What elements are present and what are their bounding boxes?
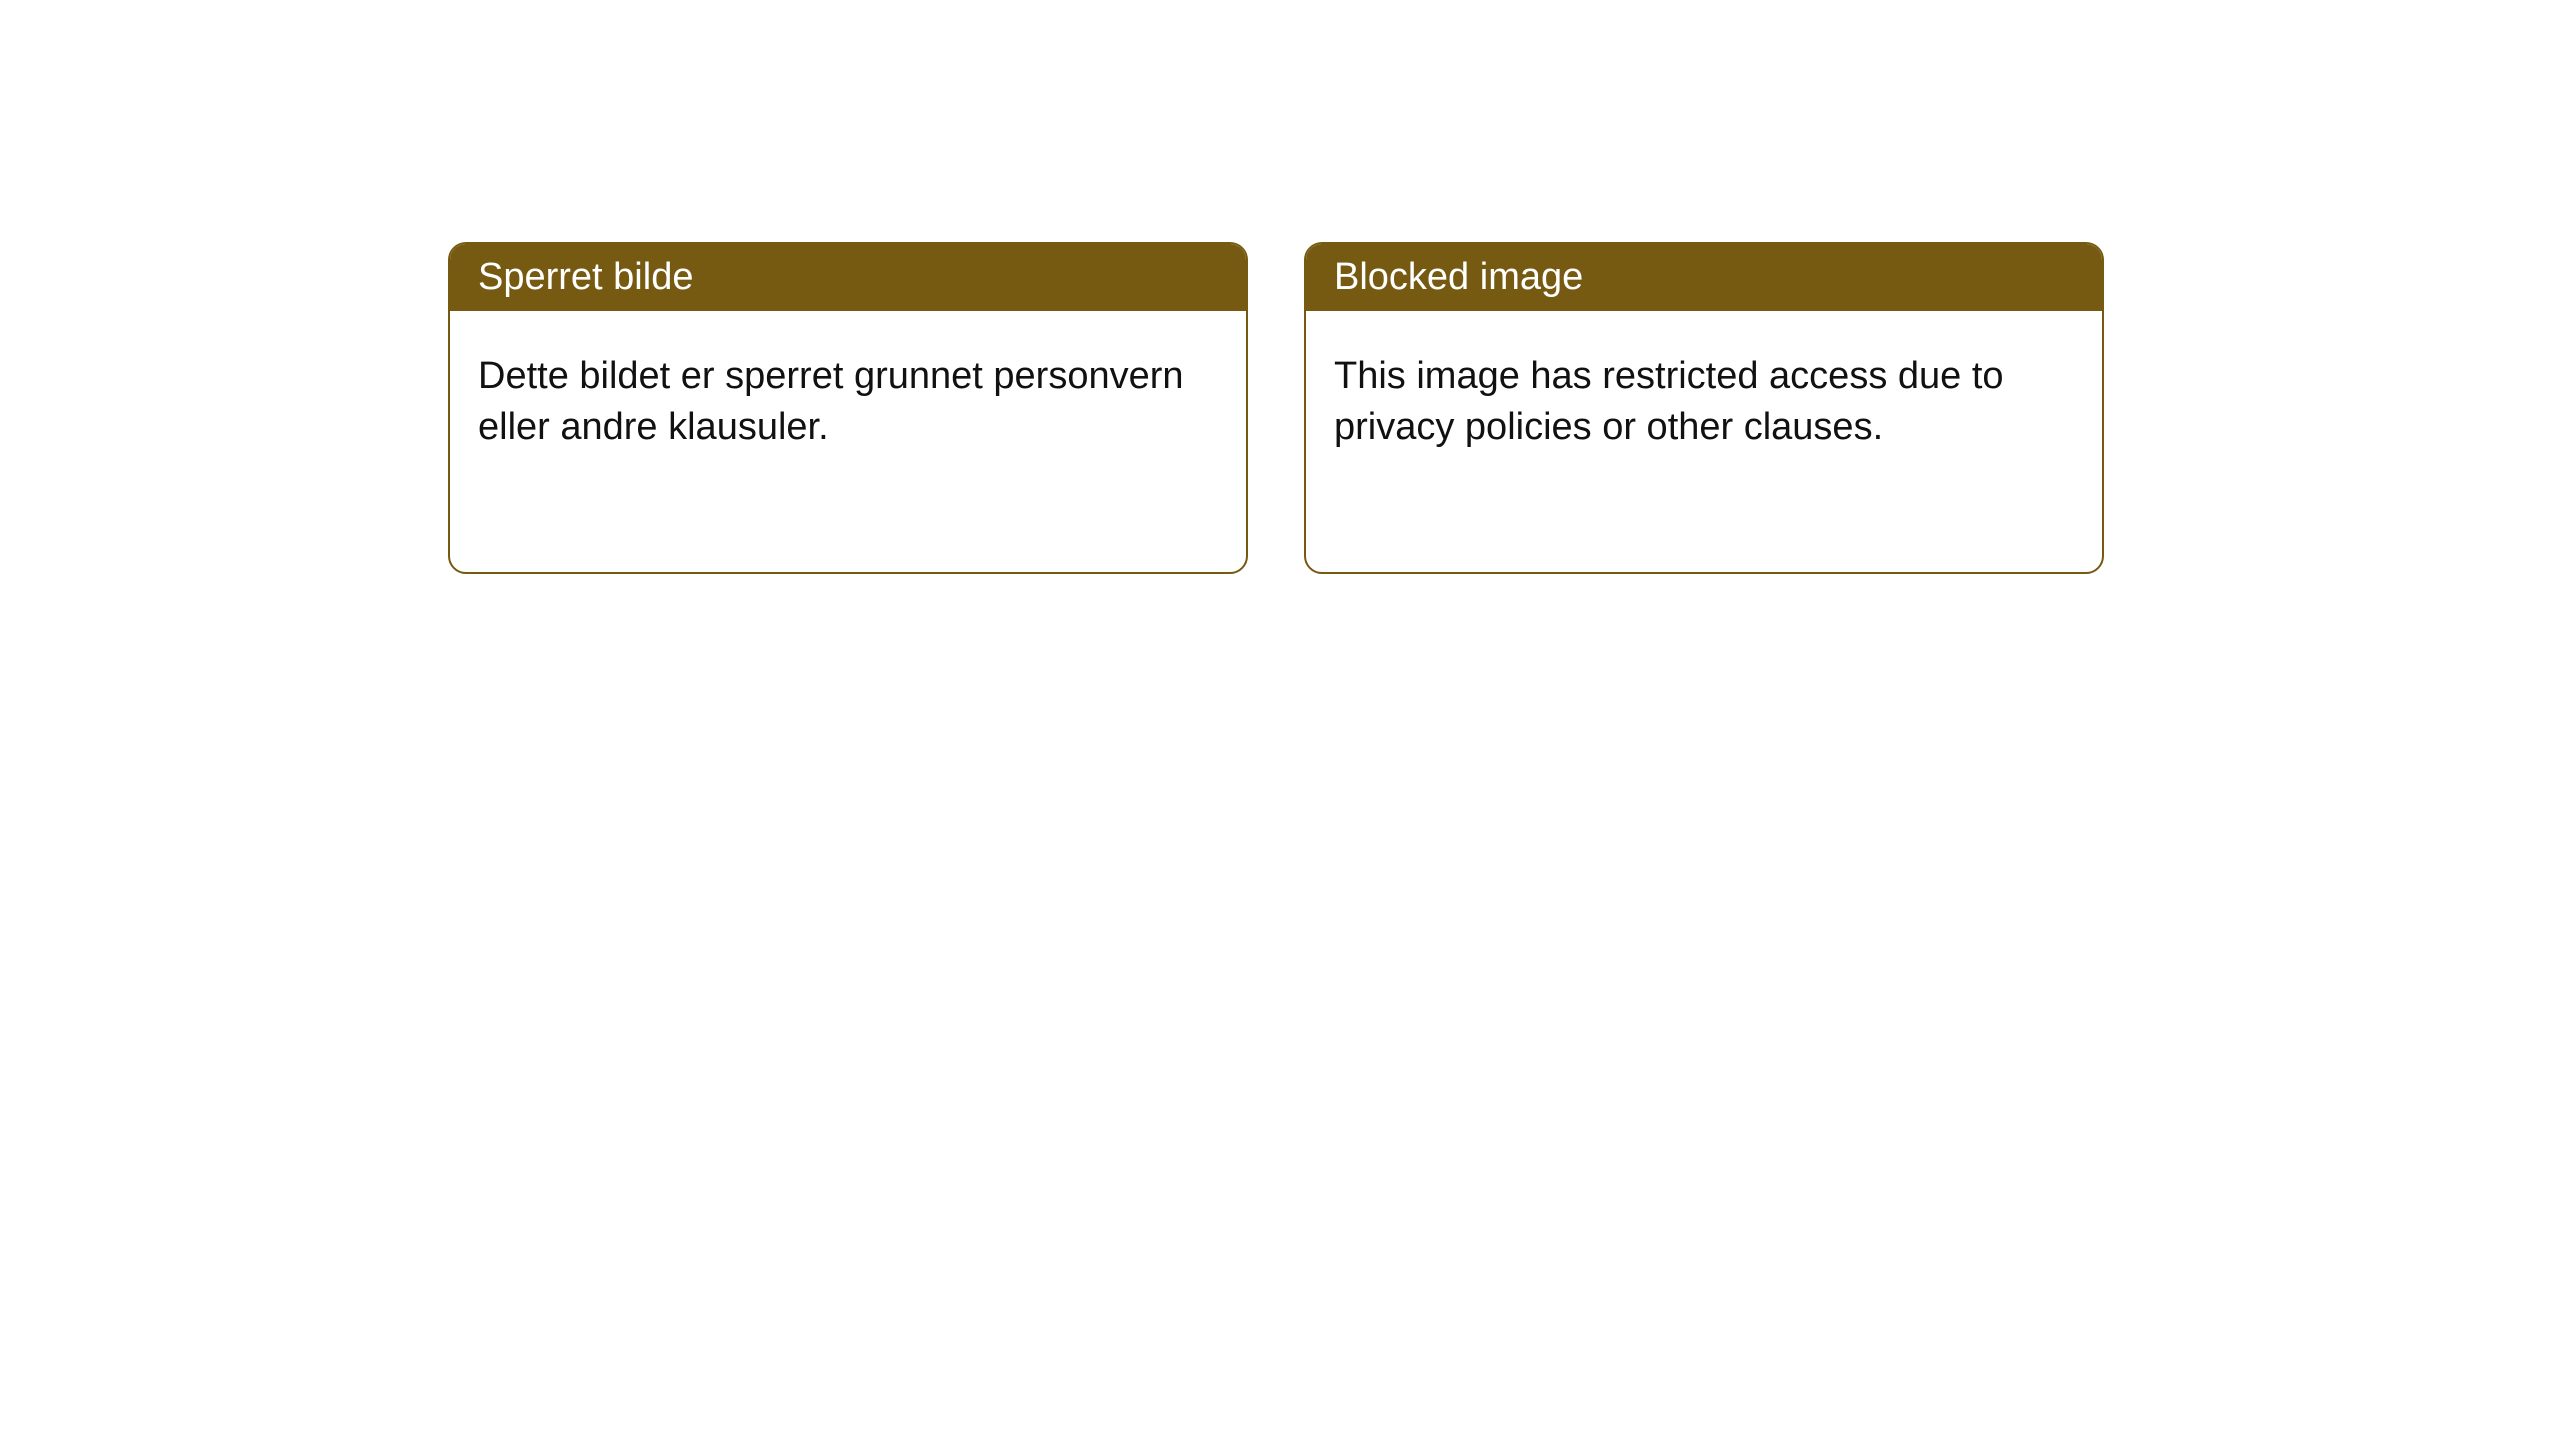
notice-header: Sperret bilde xyxy=(450,244,1246,311)
notice-card-norwegian: Sperret bilde Dette bildet er sperret gr… xyxy=(448,242,1248,574)
notice-header: Blocked image xyxy=(1306,244,2102,311)
notice-container: Sperret bilde Dette bildet er sperret gr… xyxy=(448,242,2104,574)
notice-card-english: Blocked image This image has restricted … xyxy=(1304,242,2104,574)
notice-body: This image has restricted access due to … xyxy=(1306,311,2102,482)
notice-body: Dette bildet er sperret grunnet personve… xyxy=(450,311,1246,482)
